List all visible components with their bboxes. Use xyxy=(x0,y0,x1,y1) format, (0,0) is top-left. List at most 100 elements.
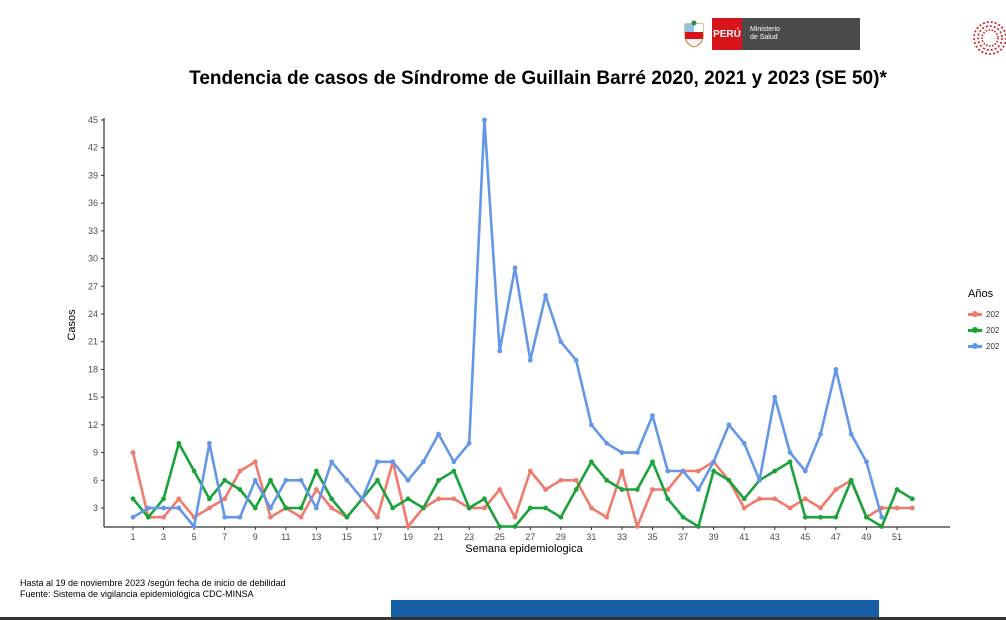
data-point xyxy=(833,514,839,520)
data-point xyxy=(619,487,625,492)
legend-swatch-2023 xyxy=(968,342,982,349)
data-point xyxy=(833,487,839,492)
data-point xyxy=(695,468,701,474)
legend-label: 202 xyxy=(986,309,1000,319)
data-point xyxy=(130,450,136,455)
data-point xyxy=(191,524,197,529)
data-point xyxy=(390,459,396,465)
series-line xyxy=(132,441,913,528)
x-tick-label: 29 xyxy=(556,532,566,542)
data-point xyxy=(604,514,610,520)
data-point xyxy=(237,487,243,492)
data-point xyxy=(405,477,411,483)
data-point xyxy=(329,459,335,465)
data-point xyxy=(222,496,228,502)
y-tick-label: 33 xyxy=(88,226,98,236)
data-point xyxy=(207,505,212,511)
data-point xyxy=(802,496,808,502)
y-tick-label: 6 xyxy=(93,475,98,485)
data-point xyxy=(909,505,915,511)
data-point xyxy=(726,422,732,428)
data-point xyxy=(497,348,503,354)
footnote-date: Hasta al 19 de noviembre 2023 /según fec… xyxy=(20,578,286,588)
data-point xyxy=(695,524,701,529)
data-point xyxy=(222,514,228,520)
x-tick-label: 13 xyxy=(311,532,321,542)
y-tick-label: 12 xyxy=(88,420,98,430)
x-tick-label: 41 xyxy=(739,532,749,542)
data-point xyxy=(802,514,808,520)
data-point xyxy=(741,440,747,446)
data-point xyxy=(237,468,243,474)
data-point xyxy=(298,505,304,511)
ministry-line1: Ministerio xyxy=(750,26,780,33)
data-point xyxy=(757,477,762,483)
x-tick-label: 9 xyxy=(253,532,258,542)
data-point xyxy=(787,450,793,455)
data-point xyxy=(665,496,671,502)
y-tick-label: 30 xyxy=(88,254,98,264)
x-tick-label: 39 xyxy=(709,532,719,542)
data-point xyxy=(329,496,335,502)
x-tick-label: 49 xyxy=(861,532,871,542)
data-point xyxy=(145,514,151,520)
series-line xyxy=(131,452,913,528)
y-tick-label: 21 xyxy=(88,337,98,347)
data-point xyxy=(787,505,793,511)
data-point xyxy=(451,459,457,465)
data-point xyxy=(558,339,564,345)
data-point xyxy=(497,524,503,529)
data-point xyxy=(665,487,671,492)
data-point xyxy=(879,524,885,529)
data-point xyxy=(864,459,869,465)
data-point xyxy=(176,496,182,502)
data-point xyxy=(436,477,441,483)
data-point xyxy=(802,468,808,474)
legend-item-2023: 202 xyxy=(968,338,999,354)
data-point xyxy=(543,293,548,298)
data-point xyxy=(833,367,839,372)
data-point xyxy=(466,505,472,511)
data-point xyxy=(558,514,564,520)
x-tick-label: 5 xyxy=(192,532,197,542)
y-tick-label: 9 xyxy=(93,448,98,458)
y-tick-label: 3 xyxy=(93,503,98,513)
data-point xyxy=(375,459,380,465)
x-tick-label: 11 xyxy=(281,532,290,542)
x-tick-label: 47 xyxy=(831,532,841,542)
chart-series xyxy=(130,117,915,529)
data-point xyxy=(161,505,166,511)
x-tick-label: 7 xyxy=(222,532,227,542)
x-tick-label: 31 xyxy=(586,532,596,542)
data-point xyxy=(894,487,900,492)
data-point xyxy=(634,450,640,455)
data-point xyxy=(268,505,273,511)
data-point xyxy=(573,477,579,483)
data-point xyxy=(619,468,625,474)
chart-legend: Años 202 202 202 xyxy=(968,288,999,354)
x-tick-label: 27 xyxy=(525,532,535,542)
x-tick-label: 15 xyxy=(342,532,352,542)
data-point xyxy=(772,496,778,502)
data-point xyxy=(634,487,640,492)
data-point xyxy=(313,505,319,511)
legend-item-2021: 202 xyxy=(968,322,999,338)
data-point xyxy=(329,505,335,511)
x-tick-label: 33 xyxy=(617,532,627,542)
data-point xyxy=(741,505,747,511)
data-point xyxy=(268,514,273,520)
data-point xyxy=(604,440,610,446)
data-point xyxy=(650,413,655,419)
data-point xyxy=(573,487,579,492)
data-point xyxy=(451,468,457,474)
data-point xyxy=(420,505,426,511)
data-point xyxy=(818,505,823,511)
x-tick-label: 17 xyxy=(372,532,382,542)
data-point xyxy=(650,459,655,465)
data-point xyxy=(375,514,380,520)
data-point xyxy=(787,459,793,465)
data-point xyxy=(512,524,518,529)
legend-label: 202 xyxy=(986,341,1000,351)
data-point xyxy=(634,524,640,529)
